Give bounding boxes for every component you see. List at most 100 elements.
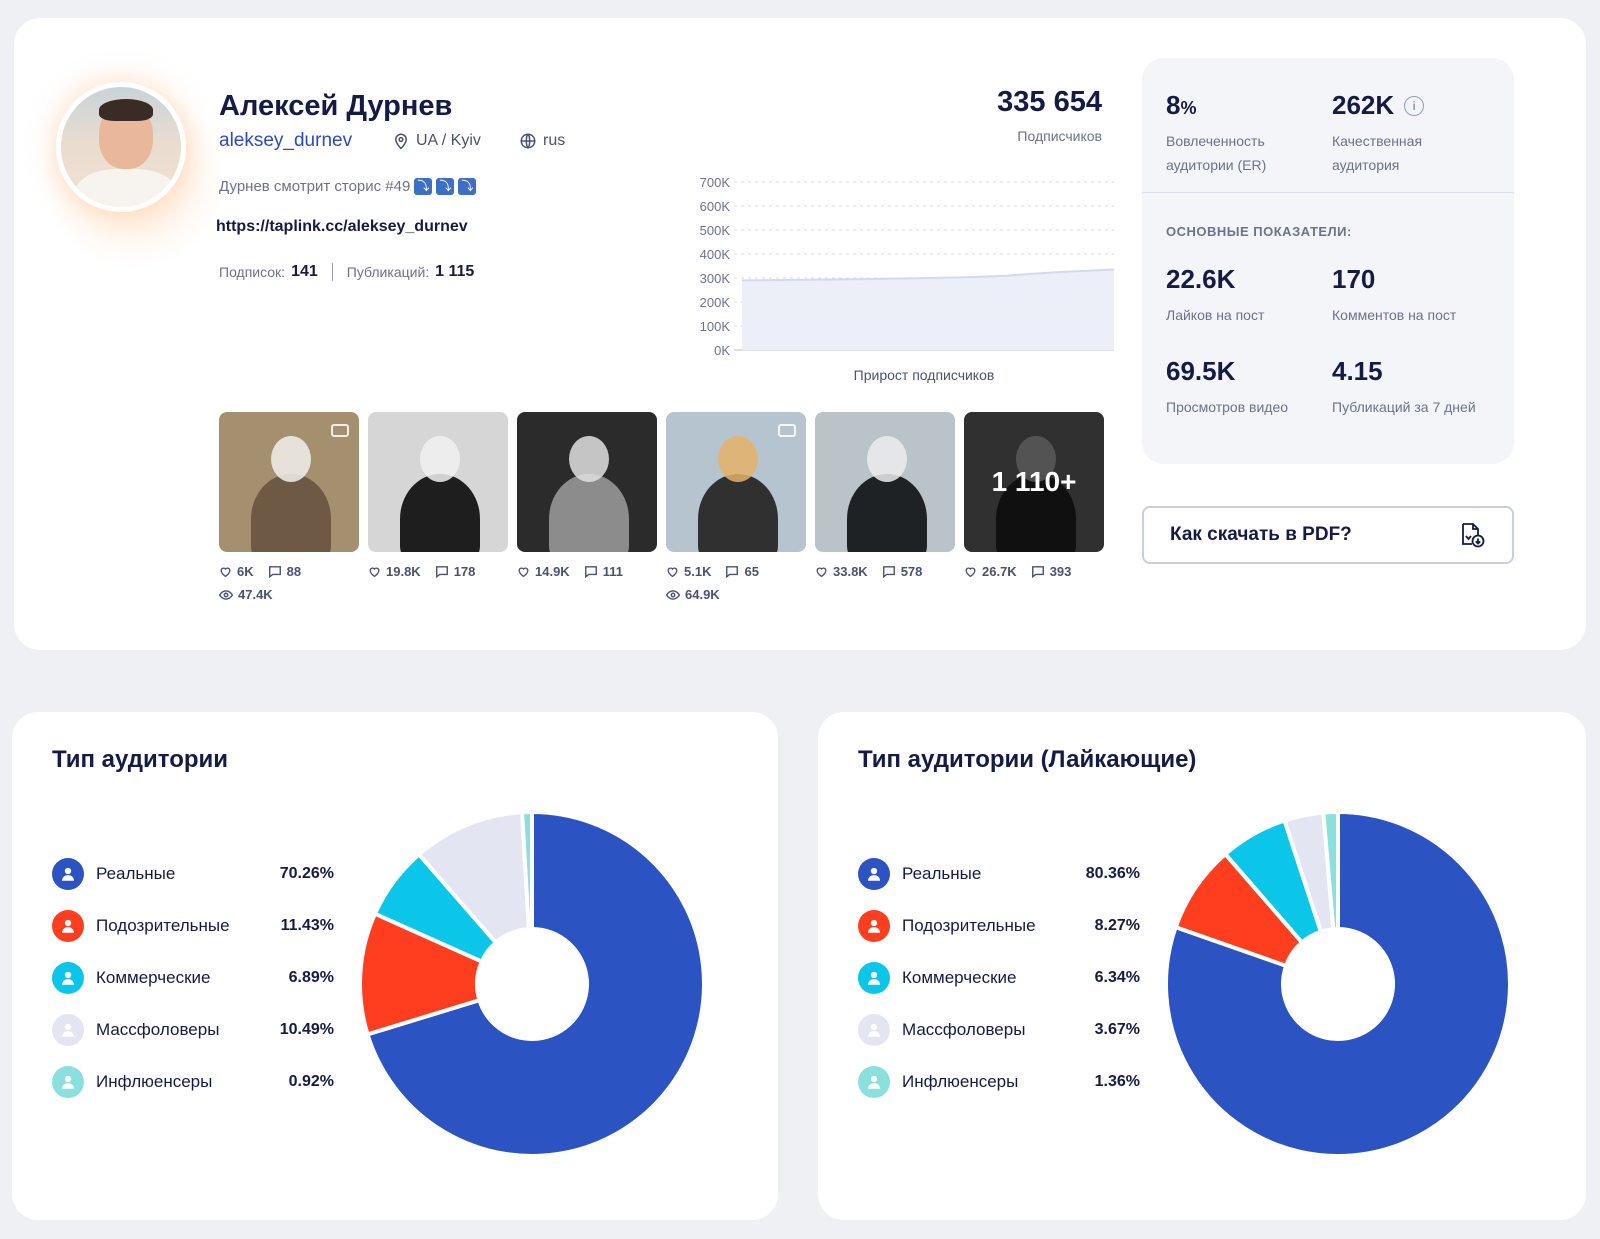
language-text: rus (543, 132, 566, 149)
location-text: UA / Kyiv (416, 132, 481, 149)
divider (331, 263, 333, 281)
quality-audience-metric: 262K i Качественная аудитория (1332, 90, 1452, 177)
legend-item: Массфоловеры 10.49% (52, 1014, 334, 1046)
legend-value: 8.27% (1094, 917, 1140, 934)
heart-icon (220, 567, 231, 578)
follower-growth-chart: 700K 600K 500K 400K 300K 200K 100K 0K Прирост по… (700, 175, 1114, 383)
pie-slice[interactable] (519, 809, 534, 932)
profile-username-link[interactable]: aleksey_durnev (219, 130, 353, 151)
more-posts-count[interactable]: 1 110+ (964, 412, 1104, 552)
comments-label: Комментов на пост (1332, 307, 1457, 323)
audience-legend: Реальные 70.26% Подозрительные 11.43% Коммер… (52, 858, 334, 1118)
user-icon (858, 1014, 890, 1046)
quality-label: Качественная аудитория (1332, 133, 1423, 173)
arrow-down-emoji-icon: ⤵ (436, 178, 455, 195)
post-thumbnail[interactable] (517, 412, 657, 552)
post-likes: 26.7K (982, 564, 1017, 579)
profile-bio: Дурнев смотрит сторис #49 ⤵ ⤵ ⤵ (219, 178, 477, 195)
pie-slice[interactable] (365, 809, 706, 1158)
legend-value: 6.89% (288, 969, 334, 986)
post-comments: 111 (602, 564, 623, 579)
y-tick-label: 0K (714, 343, 730, 358)
recent-posts-grid: 6K 88 47.4K 19.8K 178 14.9K 111 5.1K 65 64.9K 33.8… (219, 412, 1104, 602)
heart-icon (965, 567, 976, 578)
weekly-posts-metric: 4.15 Публикаций за 7 дней (1332, 356, 1476, 419)
pubs-value: 4.15 (1332, 356, 1383, 386)
heart-icon (667, 567, 678, 578)
profile-language: rus (519, 132, 565, 150)
likes-label: Лайков на пост (1166, 307, 1265, 323)
comments-per-post-metric: 170 Комментов на пост (1332, 264, 1456, 327)
er-metric: 8% Вовлеченность аудитории (ER) (1166, 90, 1296, 177)
post-likes: 5.1K (684, 564, 712, 579)
followers-count: 335 654 (997, 86, 1102, 118)
post-thumbnail[interactable]: 1 110+ (964, 412, 1104, 552)
video-icon (778, 424, 796, 437)
audience-pie-chart (358, 809, 706, 1158)
legend-item: Подозрительные 8.27% (858, 910, 1140, 942)
info-icon[interactable]: i (1404, 95, 1425, 116)
comment-icon (435, 566, 448, 578)
legend-item: Коммерческие 6.34% (858, 962, 1140, 994)
user-icon (52, 1066, 84, 1098)
legend-value: 10.49% (279, 1021, 334, 1038)
pie-slice[interactable] (358, 911, 485, 1037)
likers-audience-legend: Реальные 80.36% Подозрительные 8.27% Коммерч… (858, 858, 1140, 1118)
arrow-down-emoji-icon: ⤵ (414, 178, 433, 195)
legend-label: Реальные (902, 864, 982, 883)
pie-slice[interactable] (1164, 809, 1512, 1158)
likers-audience-type-card: Тип аудитории (Лайкающие) Реальные 80.36%… (818, 712, 1586, 1220)
likes-value: 22.6K (1166, 264, 1236, 294)
post-thumbnail[interactable] (666, 412, 806, 552)
pdf-button-label: Как скачать в PDF? (1170, 524, 1352, 545)
pie-slice[interactable] (1321, 809, 1340, 932)
profile-counts: Подписок: 141 Публикаций: 1 115 (219, 263, 474, 281)
legend-label: Массфоловеры (96, 1020, 220, 1039)
profile-external-link[interactable]: https://taplink.cc/aleksey_durnev (216, 218, 468, 235)
divider (1142, 192, 1514, 193)
growth-line (741, 268, 1114, 282)
er-unit: % (1180, 98, 1197, 118)
y-tick-label: 300K (700, 271, 731, 286)
avatar[interactable] (56, 82, 186, 212)
post-likes: 19.8K (386, 564, 421, 579)
user-icon (858, 858, 890, 890)
post-comments: 393 (1049, 564, 1072, 579)
post-thumbnail[interactable] (368, 412, 508, 552)
legend-value: 1.36% (1094, 1073, 1140, 1090)
profile-name: Алексей Дурнев (219, 90, 453, 122)
posts-count: 1 115 (435, 263, 475, 280)
post-item: 33.8K 578 (815, 412, 955, 602)
post-item: 19.8K 178 (368, 412, 508, 602)
y-tick-label: 700K (700, 175, 731, 190)
post-thumbnail[interactable] (815, 412, 955, 552)
following-label: Подписок: (219, 264, 286, 280)
arrow-down-emoji-icon: ⤵ (458, 178, 477, 195)
comment-icon (882, 566, 895, 578)
legend-value: 70.26% (279, 865, 334, 882)
views-value: 69.5K (1166, 356, 1236, 386)
y-tick-label: 200K (700, 295, 731, 310)
heart-icon (518, 567, 529, 578)
views-label: Просмотров видео (1166, 399, 1289, 415)
legend-value: 11.43% (280, 917, 334, 934)
post-likes: 33.8K (833, 564, 868, 579)
pie-slice[interactable] (416, 810, 531, 946)
legend-item: Инфлюенсеры 1.36% (858, 1066, 1140, 1098)
profile-location: UA / Kyiv (392, 132, 481, 150)
legend-item: Инфлюенсеры 0.92% (52, 1066, 334, 1098)
main-metrics-heading: ОСНОВНЫЕ ПОКАЗАТЕЛИ: (1166, 224, 1352, 239)
comment-icon (1031, 566, 1044, 578)
heart-icon (816, 567, 827, 578)
post-thumbnail[interactable] (219, 412, 359, 552)
location-pin-icon (394, 133, 408, 150)
post-comments: 88 (286, 564, 302, 579)
legend-item: Реальные 80.36% (858, 858, 1140, 890)
post-item: 6K 88 47.4K (219, 412, 359, 602)
comment-icon (584, 566, 597, 578)
following-count: 141 (291, 263, 318, 280)
post-likes: 14.9K (535, 564, 570, 579)
y-tick-label: 600K (700, 199, 731, 214)
pdf-download-button[interactable]: Как скачать в PDF? (1142, 506, 1514, 564)
post-views: 64.9K (685, 587, 720, 602)
